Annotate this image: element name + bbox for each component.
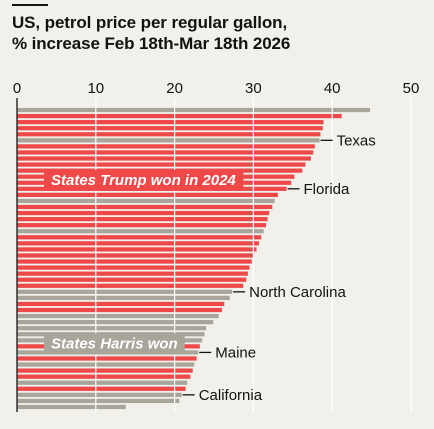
bar-trump	[17, 210, 270, 216]
annotation-label: Florida	[303, 181, 350, 198]
x-tick-label: 50	[403, 80, 420, 97]
bar-trump	[17, 113, 342, 119]
group-label-trump: States Trump won in 2024	[51, 172, 236, 189]
bar-trump	[17, 144, 315, 149]
bar-harris	[17, 198, 275, 204]
bar-trump	[17, 216, 268, 222]
annotation-label: North Carolina	[249, 284, 346, 301]
annotation-label: Maine	[215, 344, 256, 361]
bar-harris	[17, 289, 233, 294]
bar-harris	[17, 313, 219, 319]
bar-harris	[17, 404, 126, 410]
bar-trump	[17, 247, 257, 252]
bar-harris	[17, 398, 180, 404]
bar-trump	[17, 156, 311, 161]
bar-trump	[17, 356, 197, 361]
x-tick-label: 20	[166, 80, 183, 97]
bar-harris	[17, 392, 182, 397]
bar-trump	[17, 301, 225, 307]
bar-harris	[17, 362, 195, 367]
bar-trump	[17, 192, 278, 197]
bar-trump	[17, 368, 193, 373]
x-tick-label: 0	[13, 80, 21, 97]
annotation-label: Texas	[337, 132, 376, 149]
bar-trump	[17, 120, 324, 125]
x-tick-label: 40	[324, 80, 341, 97]
bar-harris	[17, 320, 214, 325]
bar-trump	[17, 253, 254, 258]
bar-trump	[17, 259, 252, 264]
title-line-2: % increase Feb 18th-Mar 18th 2026	[12, 34, 291, 53]
bar-trump	[17, 132, 321, 137]
group-label-background	[44, 169, 244, 191]
bar-trump	[17, 271, 248, 276]
bar-trump	[17, 241, 259, 246]
x-tick-label: 10	[87, 80, 104, 97]
title-rule	[12, 4, 48, 6]
bar-harris	[17, 295, 230, 301]
bar-harris	[17, 380, 188, 385]
group-label-background	[44, 333, 185, 355]
bar-trump	[17, 307, 222, 313]
bar-trump	[17, 265, 250, 270]
bar-harris	[17, 326, 207, 331]
title-line-1: US, petrol price per regular gallon,	[12, 13, 288, 32]
bar-trump	[17, 277, 247, 282]
bar-trump	[17, 162, 306, 167]
bar-trump	[17, 235, 262, 240]
bar-trump	[17, 150, 314, 155]
bar-trump	[17, 126, 323, 131]
x-tick-label: 30	[245, 80, 262, 97]
bar-trump	[17, 386, 186, 391]
bar-harris	[17, 107, 371, 113]
bar-trump	[17, 374, 191, 379]
bar-harris	[17, 229, 264, 234]
bar-trump	[17, 223, 267, 228]
annotation-label: California	[199, 387, 263, 404]
chart-title: US, petrol price per regular gallon, % i…	[12, 12, 422, 54]
group-label-harris: States Harris won	[51, 335, 178, 352]
bar-trump	[17, 283, 244, 288]
bar-trump	[17, 204, 273, 210]
bar-harris	[17, 138, 320, 143]
